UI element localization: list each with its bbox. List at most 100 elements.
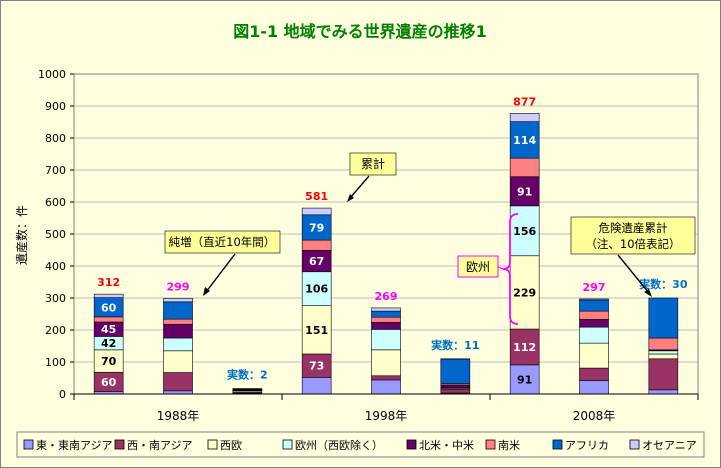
bar-segment-東・東南アジア	[371, 379, 401, 395]
bar-segment-オセアニア	[163, 298, 193, 303]
bar-segment-label: 73	[309, 360, 324, 373]
legend-label: 西欧	[220, 439, 242, 452]
legend-swatch	[207, 439, 218, 450]
bar-segment-アフリカ	[163, 301, 193, 320]
bar-segment-オセアニア	[579, 298, 609, 301]
legend-swatch	[406, 439, 417, 450]
x-axis: 1988年 1998年 2008年	[73, 393, 699, 423]
bar-segment-南米	[509, 157, 540, 178]
legend-label: 西・南アジア	[127, 439, 193, 452]
bar-total-label: 269	[375, 290, 398, 303]
chart-title: 図1-1 地域でみる世界遺産の推移1	[233, 22, 487, 41]
bar-total-label: 877	[513, 95, 536, 108]
legend-swatch	[23, 439, 34, 450]
danger-count-label: 実数：11	[431, 338, 479, 352]
bar-segment-欧州（西欧除く）	[579, 326, 609, 344]
bar-segment-label: 156	[513, 225, 536, 238]
bar-segment-西欧	[301, 305, 332, 355]
bar-segment-label: 70	[101, 355, 117, 368]
bar-segment-アフリカ	[371, 310, 401, 318]
y-tick-label: 500	[45, 228, 66, 241]
bar-segment-label: 60	[101, 301, 117, 314]
annotation-europe: 欧州	[457, 213, 519, 325]
bar-segment-label: 229	[513, 286, 536, 299]
bar-segment-label: 42	[101, 337, 116, 350]
bar-segment-西・南アジア	[371, 375, 401, 381]
bar-segment-label: 114	[513, 134, 536, 147]
y-axis-label: 遺産数：件	[14, 205, 29, 265]
bar-segment-label: 151	[305, 324, 328, 337]
y-tick-label: 200	[45, 324, 66, 337]
bar-segment-label: 60	[101, 376, 117, 389]
y-tick-label: 100	[45, 356, 66, 369]
bar-segment-北米・中米	[163, 323, 193, 339]
x-tick-label: 1998年	[365, 409, 408, 423]
y-axis: 0 100 200 300 400 500 600 700 800 900 1000	[38, 68, 74, 401]
bar-segment-南米	[93, 316, 124, 323]
legend-label: 北米・中米	[419, 439, 474, 452]
y-tick-label: 700	[45, 164, 66, 177]
legend-label: アフリカ	[565, 439, 609, 452]
y-tick-label: 300	[45, 292, 66, 305]
bar-segment-label: 91	[517, 373, 532, 386]
bar-segment-西・南アジア	[163, 372, 193, 392]
x-tick-label: 2008年	[573, 409, 616, 423]
bar-segment-label: 112	[513, 341, 536, 354]
bar-segment-東・東南アジア	[579, 380, 609, 395]
bar-segment-西欧	[371, 349, 401, 377]
annotation-net-increase: 純増（直近10年間）	[164, 230, 281, 296]
legend-label: 欧州（西欧除く）	[295, 438, 383, 452]
x-tick-label: 1988年	[157, 409, 200, 423]
legend-swatch	[485, 439, 496, 450]
bar-segment-欧州（西欧除く）	[648, 350, 679, 355]
bar-segment-北米・中米	[371, 322, 401, 330]
y-tick-label: 600	[45, 196, 66, 209]
svg-text:欧州: 欧州	[466, 260, 490, 274]
bar-segment-西欧	[648, 353, 679, 360]
legend-label: 南米	[498, 439, 520, 452]
bar-segment-西・南アジア	[648, 358, 679, 391]
legend-label: オセアニア	[642, 439, 697, 452]
bar-segment-南米	[301, 239, 332, 251]
bar-segment-label: 45	[101, 323, 116, 336]
bar-segment-アフリカ	[232, 388, 263, 390]
bar-segment-南米	[579, 310, 609, 320]
bar-segment-アフリカ	[509, 121, 540, 159]
bar-segment-オセアニア	[509, 113, 540, 122]
bar-segment-アフリカ	[579, 299, 609, 312]
bar-segment-アフリカ	[440, 358, 471, 385]
bar-segment-欧州（西欧除く）	[371, 329, 401, 351]
legend-box	[16, 431, 705, 458]
bar-segment-西欧	[579, 342, 609, 369]
bar-segment-オセアニア	[93, 293, 124, 298]
bar-segment-北米・中米	[440, 384, 471, 388]
bar-segment-南米	[163, 318, 193, 325]
bar-segment-東・東南アジア	[648, 389, 679, 395]
bar-segment-西・南アジア	[579, 367, 609, 381]
bar-segment-label: 79	[309, 221, 324, 234]
legend-swatch	[114, 439, 125, 450]
bar-total-label: 581	[305, 190, 328, 203]
bar-segment-西・南アジア	[440, 388, 471, 394]
bar-segment-南米	[648, 337, 679, 351]
y-tick-label: 1000	[38, 68, 66, 81]
legend: 東・東南アジア 西・南アジア 西欧 欧州（西欧除く） 北米・中米 南米 アフリカ オセアニア	[16, 431, 705, 458]
danger-count-label: 実数：30	[639, 277, 688, 291]
annotation-danger: 危険遺産累計（注、10倍表記）	[570, 216, 696, 297]
bar-segment-label: 106	[305, 283, 328, 296]
bar-segment-label: 67	[309, 255, 324, 268]
bar-segment-南米	[371, 316, 401, 323]
y-tick-label: 0	[59, 388, 66, 401]
bar-segment-東・東南アジア	[301, 377, 332, 395]
y-tick-label: 900	[45, 100, 66, 113]
bar-segment-西・南アジア	[509, 328, 540, 366]
annotation-danger-text: 危険遺産累計（注、10倍表記）	[585, 221, 680, 251]
legend-swatch	[629, 439, 640, 450]
y-tick-label: 400	[45, 260, 66, 273]
bar-total-label: 297	[583, 281, 606, 294]
bar-segment-オセアニア	[301, 207, 332, 216]
bar-segment-北米・中米	[509, 176, 540, 207]
svg-text:純増（直近10年間）: 純増（直近10年間）	[169, 235, 276, 249]
bar-segment-欧州（西欧除く）	[301, 271, 332, 306]
